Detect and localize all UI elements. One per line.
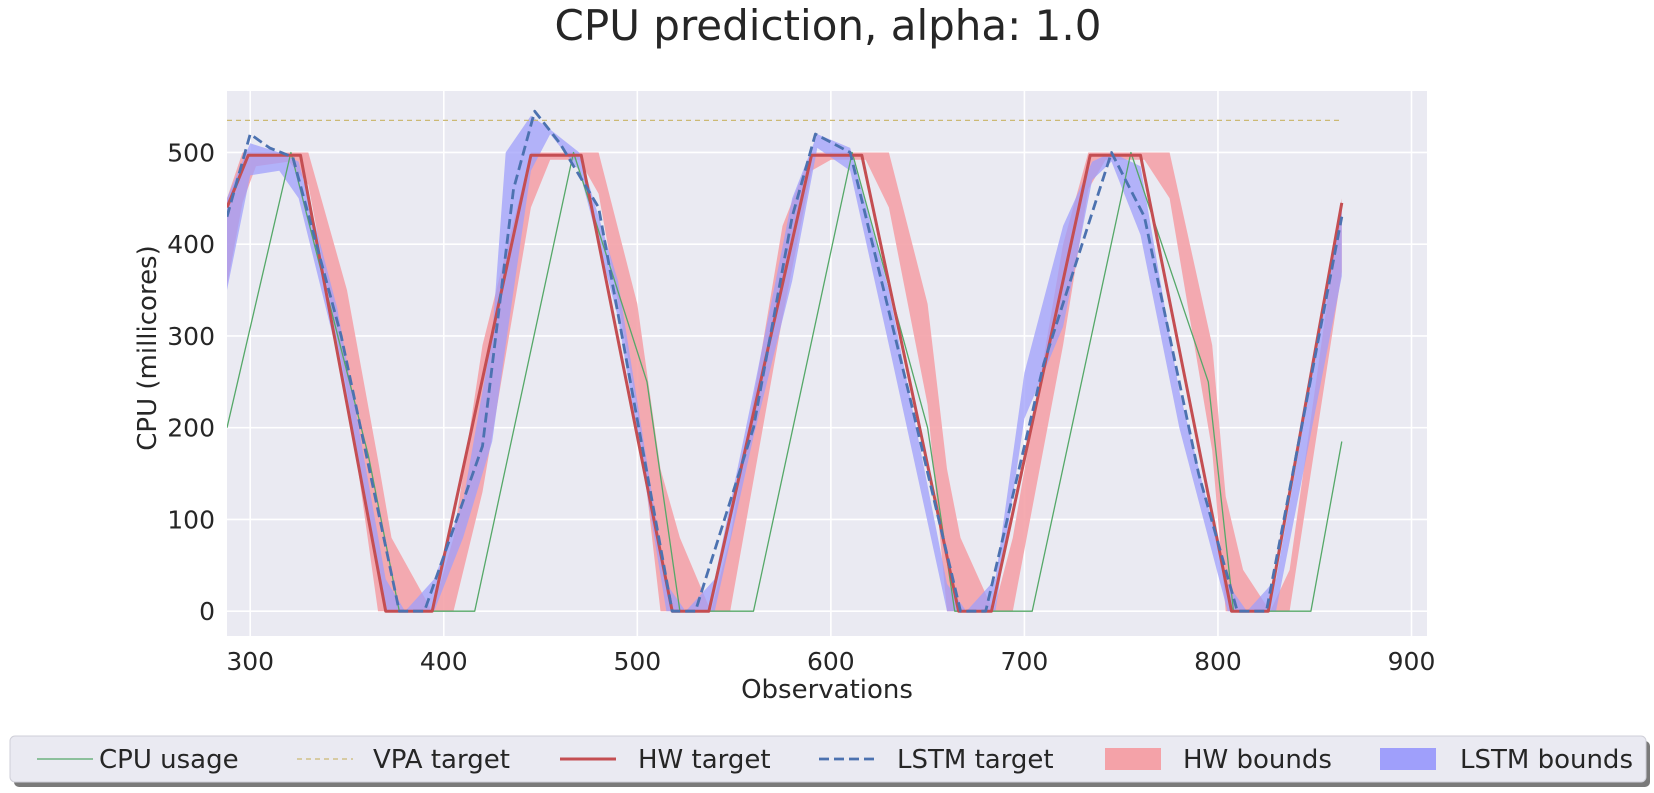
x-tick-label: 900 — [1388, 647, 1436, 676]
x-tick-label: 800 — [1194, 647, 1242, 676]
x-tick-labels: 300 400 500 600 700 800 900 — [226, 647, 1435, 676]
legend-label: LSTM bounds — [1460, 745, 1633, 775]
legend-label: HW target — [638, 745, 771, 775]
x-tick-label: 500 — [613, 647, 661, 676]
legend-label: HW bounds — [1183, 745, 1332, 775]
x-axis-label: Observations — [741, 675, 913, 705]
y-tick-label: 100 — [167, 505, 215, 534]
lstm-target-line — [227, 109, 1344, 613]
legend-item-lstm-bounds: LSTM bounds — [1380, 745, 1633, 775]
x-tick-label: 400 — [420, 647, 468, 676]
hw-target-line — [227, 153, 1344, 613]
x-tick-label: 300 — [226, 647, 274, 676]
y-tick-labels: 0 100 200 300 400 500 — [167, 138, 215, 626]
legend-item-hw-target: HW target — [560, 745, 771, 775]
legend-item-cpu-usage: CPU usage — [37, 745, 239, 775]
legend-item-hw-bounds: HW bounds — [1105, 745, 1332, 775]
legend-item-vpa-target: VPA target — [297, 745, 510, 775]
x-tick-label: 700 — [1001, 647, 1049, 676]
plot-area — [227, 91, 1427, 636]
y-tick-label: 400 — [167, 230, 215, 259]
y-tick-label: 0 — [199, 597, 215, 626]
legend: CPU usage VPA target HW target LSTM target H… — [9, 735, 1650, 787]
lines — [227, 109, 1344, 613]
legend-label: VPA target — [373, 745, 510, 775]
y-tick-label: 300 — [167, 322, 215, 351]
x-tick-label: 600 — [807, 647, 855, 676]
legend-swatch — [1380, 748, 1436, 770]
y-tick-label: 500 — [167, 138, 215, 167]
legend-label: LSTM target — [897, 745, 1054, 775]
y-axis-label: CPU (millicores) — [133, 245, 163, 451]
y-tick-label: 200 — [167, 414, 215, 443]
lstm-bounds-band — [227, 115, 1342, 612]
legend-label: CPU usage — [99, 745, 239, 775]
legend-swatch — [1105, 748, 1161, 770]
legend-item-lstm-target: LSTM target — [819, 745, 1054, 775]
chart-title: CPU prediction, alpha: 1.0 — [555, 1, 1102, 50]
